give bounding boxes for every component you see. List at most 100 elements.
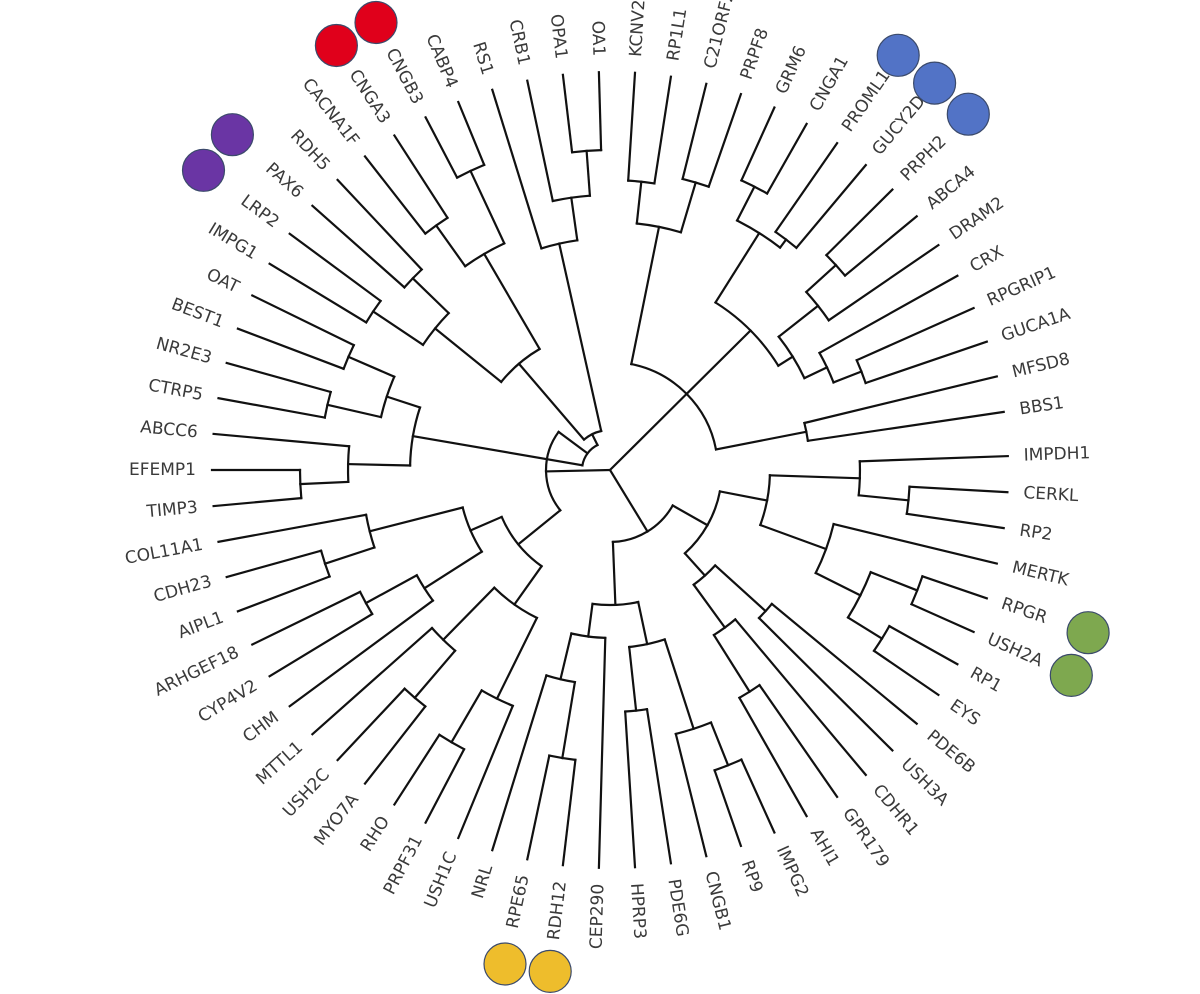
clade-arc: [455, 163, 486, 180]
internal-branch: [561, 680, 577, 760]
internal-branch: [857, 494, 910, 502]
internal-branch: [364, 573, 419, 605]
leaf-label-cyp4v2: CYP4V2: [195, 676, 261, 727]
leaf-label-cnga1: CNGA1: [806, 53, 853, 115]
leaf-branch: [424, 115, 459, 180]
clade-arc: [773, 230, 798, 250]
clade-arc: [437, 733, 466, 751]
clade-arc: [737, 683, 762, 700]
leaf-branch: [872, 649, 940, 697]
leaf-label-prpf31: PRPF31: [380, 832, 427, 898]
leaf-label-cdhr1: CDHR1: [868, 781, 922, 840]
leaf-branch: [217, 513, 368, 544]
leaf-branch: [212, 432, 351, 448]
leaf-label-rp9: RP9: [737, 858, 767, 896]
clade-arc: [364, 299, 383, 324]
internal-branch: [495, 616, 539, 701]
leaf-branch: [887, 624, 959, 666]
leaf-branch: [770, 602, 919, 726]
clade-arc: [430, 626, 457, 653]
leaf-branch: [225, 549, 323, 579]
clade-arc: [803, 421, 810, 443]
leaf-branch: [739, 758, 776, 834]
internal-branch: [557, 430, 590, 455]
leaf-branch: [627, 71, 637, 182]
internal-branch: [869, 570, 919, 592]
leaf-label-abca4: ABCA4: [923, 162, 980, 214]
leaf-branch: [843, 214, 919, 278]
internal-branch: [611, 540, 617, 607]
clade-arc: [818, 351, 835, 384]
leaf-branch: [806, 410, 1005, 443]
clade-arc: [323, 390, 333, 419]
leaf-branch: [653, 75, 673, 185]
clade-arc: [739, 178, 769, 195]
leaf-label-opa1: OPA1: [546, 13, 571, 60]
internal-branch: [608, 392, 689, 472]
clade-arc: [461, 506, 484, 554]
leaf-label-oat: OAT: [203, 265, 243, 298]
internal-branch: [630, 225, 661, 366]
leaf-label-cabp4: CABP4: [422, 31, 462, 91]
leaf-branch: [456, 704, 515, 840]
leaf-label-cerkl: CERKL: [1023, 483, 1080, 506]
internal-branch: [846, 615, 884, 641]
leaf-branch: [392, 133, 450, 220]
leaf-label-rp1: RP1: [967, 663, 1005, 697]
leaf-branch: [908, 485, 1009, 494]
internal-branch: [422, 550, 484, 590]
leaf-branch: [490, 674, 548, 852]
clade-arc: [758, 474, 772, 527]
internal-branch: [441, 586, 496, 642]
leaf-branch: [336, 178, 424, 272]
leaf-branch: [236, 327, 346, 371]
clade-arc: [712, 617, 737, 637]
clade-arc: [408, 406, 422, 467]
leaf-label-gpr179: GPR179: [838, 804, 893, 871]
leaf-label-bbs1: BBS1: [1018, 393, 1065, 419]
leaf-branch: [336, 687, 407, 762]
leaf-branch: [250, 294, 356, 347]
leaf-label-abcc6: ABCC6: [139, 417, 198, 442]
leaf-label-cep290: CEP290: [587, 884, 609, 950]
leaf-branch: [363, 154, 427, 236]
internal-branch: [557, 242, 603, 433]
leaf-label-nr2e3: NR2E3: [154, 334, 214, 369]
highlight-marker-rpgr: [1066, 611, 1110, 655]
clade-arc: [551, 194, 592, 203]
leaf-label-cnga3: CNGA3: [345, 66, 394, 127]
internal-branch: [692, 583, 727, 630]
internal-branch: [713, 231, 761, 305]
internal-branch: [482, 252, 542, 351]
leaf-label-pde6g: PDE6G: [663, 878, 692, 938]
leaf-label-chm: CHM: [239, 708, 283, 747]
leaf-label-lrp2: LRP2: [237, 191, 283, 232]
highlight-marker-rpe65: [483, 942, 527, 986]
leaf-branch: [363, 704, 427, 786]
internal-branch: [758, 523, 828, 551]
leaf-branch: [824, 188, 894, 257]
highlight-marker-cnga3: [314, 23, 358, 68]
clade-arc: [500, 515, 544, 568]
leaf-label-mfsd8: MFSD8: [1010, 349, 1072, 382]
leaf-label-rpgrip1: RPGRIP1: [984, 263, 1059, 311]
clade-arc: [423, 216, 450, 236]
leaf-branch: [392, 733, 441, 807]
clade-arc: [674, 721, 713, 736]
internal-branch: [371, 309, 425, 347]
highlight-marker-prph2: [946, 92, 990, 136]
leaf-branch: [624, 710, 637, 869]
clade-arc: [872, 624, 891, 653]
internal-branch: [570, 196, 579, 242]
leaf-branch: [803, 375, 999, 425]
internal-branch: [671, 504, 709, 527]
leaf-label-rp1l1: RP1L1: [663, 7, 691, 63]
leaf-label-crb1: CRB1: [505, 18, 534, 67]
leaf-branch: [288, 232, 383, 303]
leaf-branch: [525, 79, 555, 203]
leaf-label-timp3: TIMP3: [145, 498, 199, 523]
highlight-marker-rdh12: [528, 949, 572, 994]
leaf-branch: [757, 683, 839, 799]
leaf-label-ctrp5: CTRP5: [147, 376, 205, 406]
clade-arc: [298, 468, 303, 500]
